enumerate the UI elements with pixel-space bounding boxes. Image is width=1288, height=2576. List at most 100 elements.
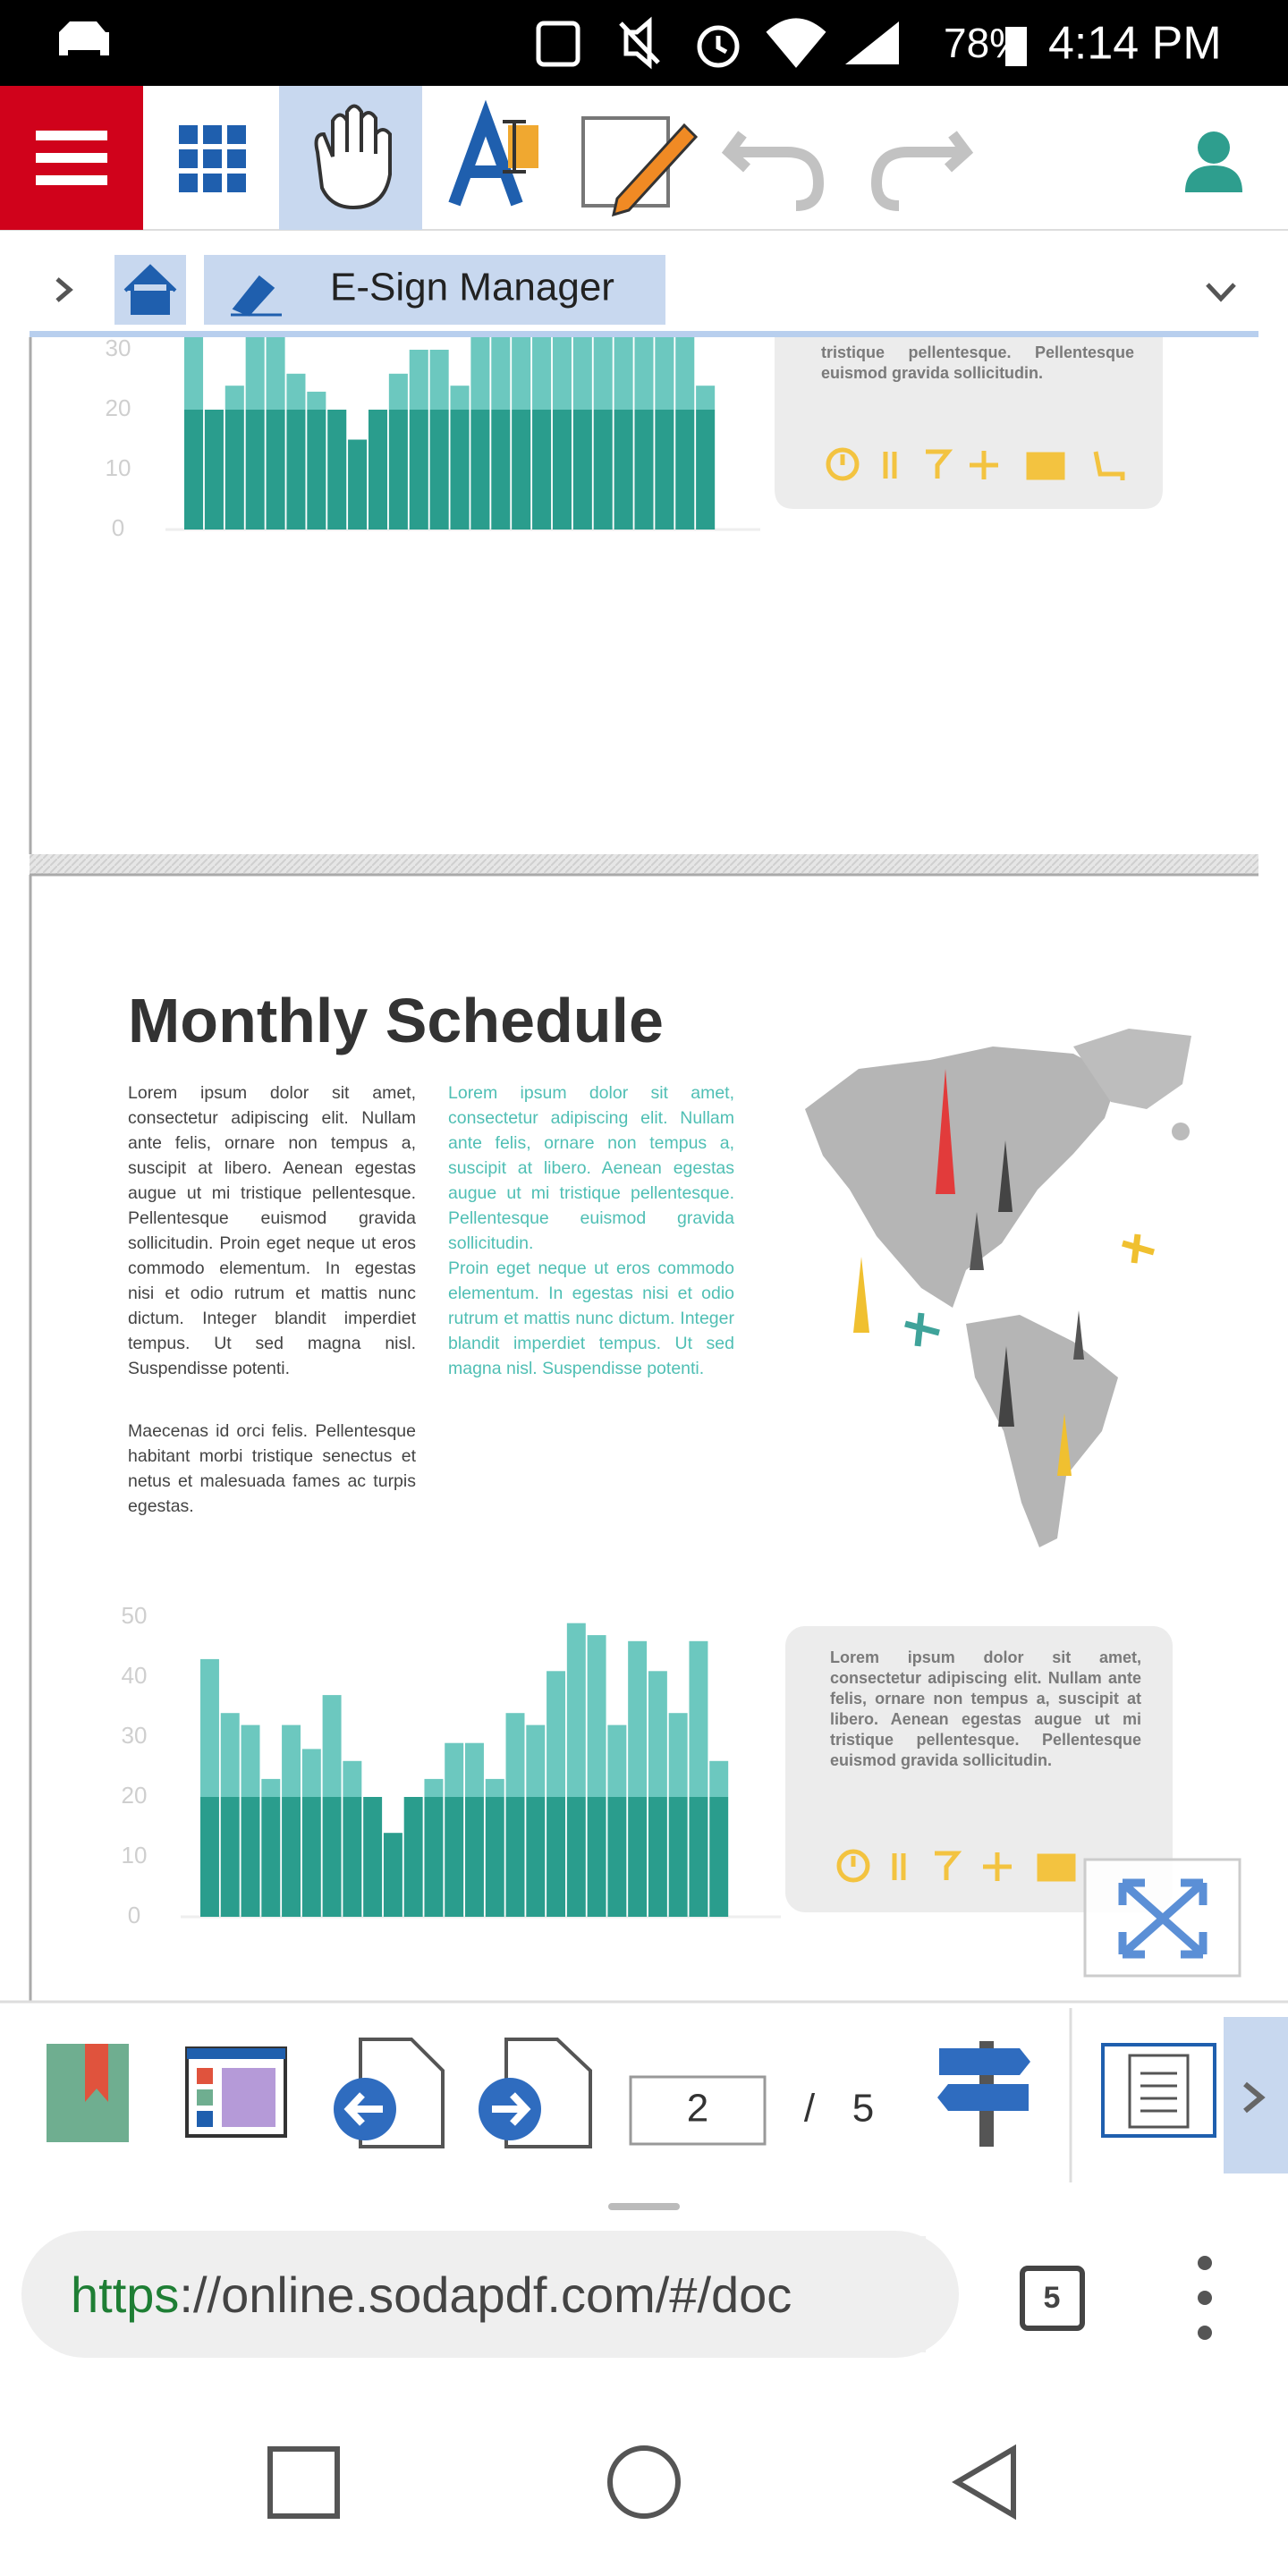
bar <box>485 1778 504 1797</box>
back-button[interactable] <box>952 2444 1016 2521</box>
bar <box>184 337 204 410</box>
bar <box>512 337 531 410</box>
y-tick-label: 30 <box>106 335 131 361</box>
apps-button[interactable] <box>179 125 246 192</box>
bar <box>655 337 674 410</box>
bar <box>634 410 654 530</box>
y-tick-label: 10 <box>106 454 131 481</box>
y-tick-label: 10 <box>122 1842 148 1868</box>
bookmarks-button[interactable] <box>47 2044 129 2142</box>
info-box <box>785 1626 1173 1912</box>
bar <box>343 1797 362 1917</box>
tab-count: 5 <box>1044 2281 1061 2315</box>
bar <box>696 410 716 530</box>
thumbnails-button[interactable] <box>185 2046 287 2138</box>
user-button[interactable] <box>1185 131 1242 192</box>
next-page-button[interactable] <box>479 2038 592 2148</box>
y-tick-label: 40 <box>122 1662 148 1689</box>
sign-tool[interactable] <box>581 116 699 217</box>
tabs-button[interactable] <box>1020 2266 1085 2331</box>
url-rest: ://online.sodapdf.com/#/doc <box>179 2267 792 2323</box>
home-button[interactable] <box>607 2445 681 2519</box>
bar <box>587 1797 606 1917</box>
bar <box>648 1797 667 1917</box>
navigate-button[interactable] <box>937 2041 1030 2147</box>
paragraph: Proin eget neque ut eros commodo element… <box>448 1258 734 1378</box>
bar <box>286 373 306 410</box>
bar-chart: 0 10 20 30 40 50 <box>122 1602 729 1928</box>
more-tools-button[interactable] <box>1224 2017 1288 2174</box>
bar <box>322 1695 342 1797</box>
tabs-dropdown[interactable] <box>1206 283 1236 302</box>
bar <box>675 410 695 530</box>
page-gap <box>30 854 1258 874</box>
bar <box>593 410 613 530</box>
y-tick-label: 0 <box>112 514 124 541</box>
map-illustration <box>805 1029 1191 1547</box>
bar <box>505 1797 525 1917</box>
recents-button[interactable] <box>267 2446 340 2519</box>
bar <box>266 410 285 530</box>
bar <box>348 439 368 530</box>
paragraph: Maecenas id orci felis. Pellentesque hab… <box>128 1421 416 1516</box>
bar <box>282 1724 301 1797</box>
redo-button[interactable] <box>870 131 974 211</box>
bar <box>301 1749 321 1797</box>
url: https://online.sodapdf.com/#/doc <box>71 2267 792 2323</box>
bar <box>547 1671 566 1797</box>
bar <box>526 1797 546 1917</box>
browser-menu[interactable] <box>1198 2256 1212 2340</box>
bar <box>526 1724 546 1797</box>
paragraph: Lorem ipsum dolor sit amet, consectetur … <box>448 1083 734 1253</box>
url-bar[interactable] <box>21 2231 959 2358</box>
bar <box>429 410 449 530</box>
bar <box>241 1797 260 1917</box>
bar <box>470 410 490 530</box>
sheet-handle <box>608 2203 680 2210</box>
page-number-input[interactable] <box>629 2075 767 2146</box>
bar <box>566 1797 586 1917</box>
y-tick-label: 0 <box>128 1902 140 1928</box>
info-box <box>775 337 1163 509</box>
clock: 4:14 PM <box>1048 18 1222 70</box>
fullscreen-button[interactable] <box>1083 1858 1241 1978</box>
text-column: Lorem ipsum dolor sit amet, consectetur … <box>128 1080 416 1519</box>
bar <box>587 1635 606 1797</box>
bar <box>450 410 470 530</box>
hand-tool[interactable] <box>279 86 422 230</box>
bar <box>648 1671 667 1797</box>
y-tick-label: 50 <box>122 1602 148 1629</box>
bar <box>607 1724 627 1797</box>
undo-button[interactable] <box>721 131 825 211</box>
page-count: 5 <box>852 2087 874 2131</box>
view-mode-button[interactable] <box>1101 2043 1216 2138</box>
status-icons <box>536 16 1027 70</box>
bar <box>628 1640 648 1797</box>
url-clip: https://online.sodapdf.com/#/doc <box>71 2267 792 2323</box>
bar <box>552 410 572 530</box>
tabs-expand[interactable] <box>55 277 73 302</box>
bar <box>225 386 244 410</box>
bar <box>552 337 572 410</box>
menu-button[interactable] <box>0 86 143 230</box>
bar <box>614 337 633 410</box>
bar <box>184 410 204 530</box>
home-tab[interactable] <box>114 255 186 325</box>
bar <box>689 1640 708 1797</box>
battery-level: 78% <box>944 20 1026 66</box>
text-tool[interactable] <box>448 99 538 207</box>
bar <box>628 1797 648 1917</box>
bar <box>343 1760 362 1797</box>
bar <box>403 1797 423 1917</box>
tab-underline <box>30 331 1258 337</box>
bar <box>245 410 265 530</box>
esign-tab[interactable]: E-Sign Manager <box>204 255 665 325</box>
bar <box>505 1713 525 1797</box>
bar <box>424 1797 444 1917</box>
bar <box>614 410 633 530</box>
previous-page-button[interactable] <box>334 2038 445 2148</box>
bar <box>200 1658 219 1797</box>
nav-bar <box>0 2361 1288 2576</box>
bar <box>307 391 326 410</box>
